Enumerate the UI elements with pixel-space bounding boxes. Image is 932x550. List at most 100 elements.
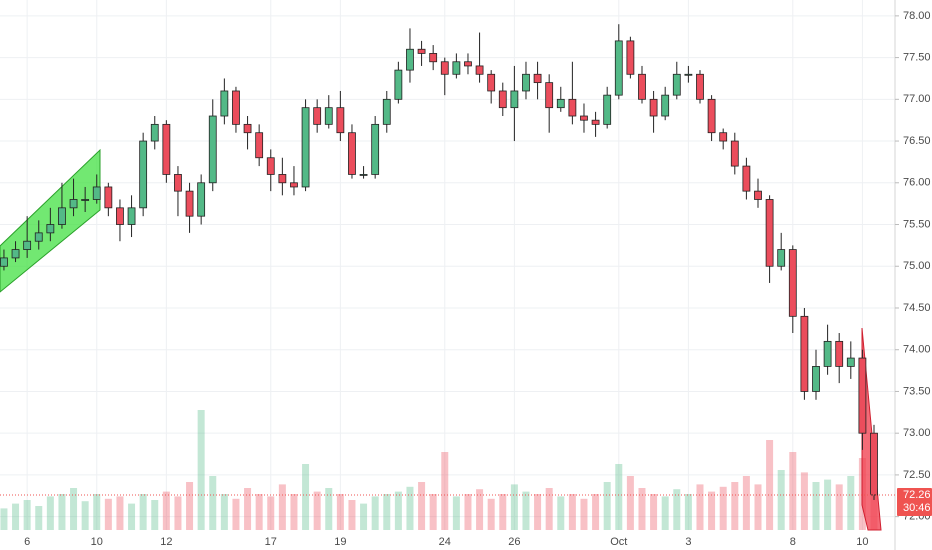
candle-body [116,207,124,225]
candle-body [556,98,565,109]
candle-body [730,140,739,167]
volume-bar [534,494,542,530]
x-tick-label: 17 [265,536,277,548]
volume-bar [754,484,762,530]
candle-body [348,132,356,175]
candle-body [139,140,148,209]
volume-bar [46,496,54,530]
candle-body [742,165,751,192]
candle-body [23,240,32,250]
candle-body [243,123,252,134]
x-tick-label: 6 [24,536,30,548]
volume-bar [626,476,634,530]
candle-body [0,257,8,267]
volume-bar [128,503,136,530]
candle-body [788,249,797,317]
volume-bar [278,484,286,530]
volume-bar [197,410,205,530]
volume-bar [418,482,426,530]
volume-bar [742,476,750,530]
candle-body [510,90,519,109]
volume-bar [209,476,217,530]
volume-bar [522,491,530,530]
volume-bar [835,484,843,530]
candle-body [290,182,298,188]
candle-body [684,73,693,76]
y-tick-label: 76.50 [903,135,931,147]
candle-body [475,65,484,75]
candle-body [58,207,66,225]
volume-bar [650,494,658,530]
volume-bar [800,472,808,530]
countdown-label: 30:46 [903,502,931,514]
x-tick-label: 10 [91,536,103,548]
candle-body [359,174,368,176]
axes-layer: 72.0072.5073.0073.5074.0074.5075.0075.50… [0,10,932,548]
y-tick-label: 76.00 [903,177,931,189]
volume-bar [499,494,507,530]
volume-bar [348,500,356,530]
volume-bar [661,496,669,530]
candle-body [127,207,136,225]
y-tick-label: 75.00 [903,260,931,272]
volume-bar [708,491,716,530]
volume-bar [360,503,368,530]
volume-bar [93,494,101,530]
volume-bar [615,464,623,530]
volume-bar [476,489,484,530]
candle-body [406,48,414,71]
candle-body [498,90,507,109]
candle-body [672,73,681,96]
volume-bar [139,494,147,530]
volume-bar [313,491,321,530]
candle-body [162,123,171,175]
volume-bar [174,496,182,530]
volume-bar [441,452,449,530]
candle-body [313,107,322,125]
volume-bar [557,496,565,530]
candle-body [603,94,612,125]
volume-bar [406,486,414,530]
volume-bar [290,494,298,530]
volume-bar [336,494,344,530]
volume-bar [255,494,263,530]
x-tick-label: 12 [160,536,172,548]
y-tick-label: 77.50 [903,51,931,63]
volume-bar [638,488,646,530]
candle-body [220,90,229,117]
candle-body [266,157,275,175]
candle-body [371,123,380,175]
candle-body [255,132,264,159]
grid [0,0,895,530]
candle-body [580,115,588,121]
x-tick-label: 24 [439,536,451,548]
candle-body [568,98,577,117]
x-tick-label: 26 [508,536,520,548]
candle-body [301,107,310,188]
x-tick-label: 10 [856,536,868,548]
candle-body [649,98,658,117]
volume-bar [151,500,159,530]
volume-bar [766,440,774,530]
candle-body [429,53,438,63]
volume-bar [267,496,275,530]
volume-bar [116,496,124,530]
candle-body [487,73,496,92]
candle-body [394,69,403,100]
candle-body [661,94,670,117]
volume-bar [81,501,89,530]
volume-bar [12,503,20,530]
y-tick-label: 74.50 [903,302,931,314]
volume-bar [824,479,832,530]
volume-bar [162,491,170,530]
y-tick-label: 75.50 [903,218,931,230]
candle-body [522,73,530,92]
y-tick-label: 73.00 [903,427,931,439]
x-tick-label: Oct [610,536,627,548]
candle-body [533,73,542,84]
volume-bar [673,489,681,530]
volume-bar [70,488,78,530]
candle-body [614,40,623,96]
candle-body [754,190,762,200]
